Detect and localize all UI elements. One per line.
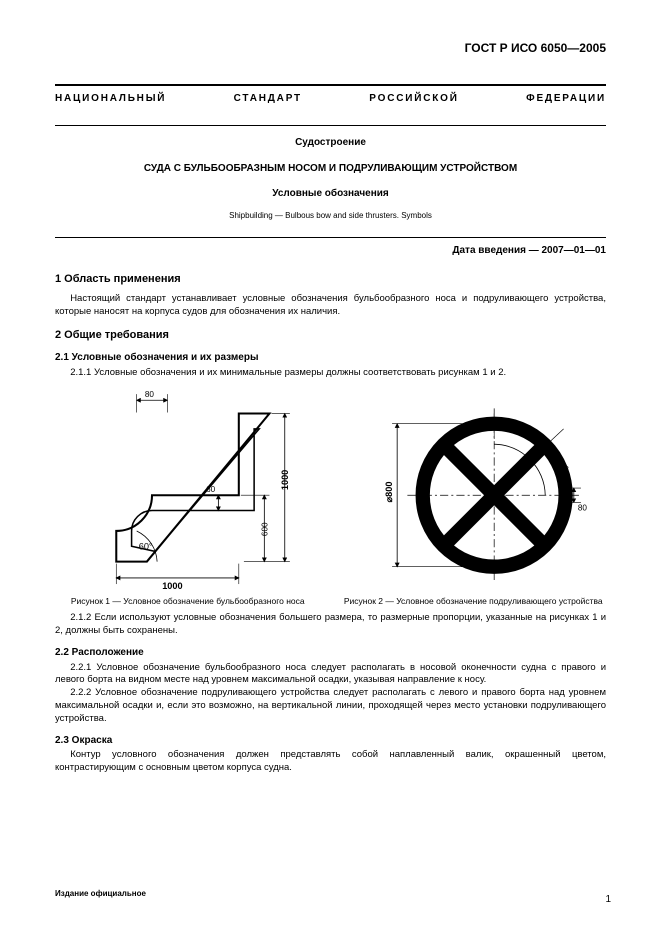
para-2-3: Контур условного обозначения должен пред… bbox=[55, 749, 606, 775]
fig2-dia: ⌀800 bbox=[384, 481, 394, 502]
fig1-band: 80 bbox=[145, 390, 155, 399]
title-main: СУДА С БУЛЬБООБРАЗНЫМ НОСОМ И ПОДРУЛИВАЮ… bbox=[55, 162, 606, 176]
subsection-2-3: 2.3 Окраска bbox=[55, 734, 606, 748]
para-2-1-1: 2.1.1 Условные обозначения и их минималь… bbox=[55, 367, 606, 380]
section-1-heading: 1 Область применения bbox=[55, 272, 606, 287]
standard-page: ГОСТ Р ИСО 6050—2005 НАЦИОНАЛЬНЫЙ СТАНДА… bbox=[0, 0, 661, 936]
subtitle: Условные обозначения bbox=[55, 187, 606, 201]
figure-1-svg: 60° 80 60 1000 1000 bbox=[55, 388, 321, 592]
para-2-1-2: 2.1.2 Если используют условные обозначен… bbox=[55, 612, 606, 638]
fig2-angle1: 45° bbox=[504, 422, 518, 432]
date-introduced: Дата введения — 2007—01—01 bbox=[55, 244, 606, 258]
para-2-2-1: 2.2.1 Условное обозначение бульбообразно… bbox=[55, 662, 606, 688]
domain-line: Судостроение bbox=[55, 136, 606, 150]
document-id: ГОСТ Р ИСО 6050—2005 bbox=[55, 40, 606, 56]
figure-1: 60° 80 60 1000 1000 bbox=[55, 388, 321, 607]
official-edition-note: Издание официальное bbox=[55, 889, 146, 900]
english-subtitle: Shipbuilding — Bulbous bow and side thru… bbox=[55, 211, 606, 222]
fig1-band2: 60 bbox=[206, 485, 216, 494]
subsection-2-1: 2.1 Условные обозначения и их размеры bbox=[55, 351, 606, 365]
page-number: 1 bbox=[605, 893, 611, 907]
figures-row: 60° 80 60 1000 1000 bbox=[55, 388, 606, 607]
header-band: НАЦИОНАЛЬНЫЙ СТАНДАРТ РОССИЙСКОЙ ФЕДЕРАЦ… bbox=[55, 92, 606, 119]
rule-top bbox=[55, 84, 606, 86]
figure-1-caption: Рисунок 1 — Условное обозначение бульбоо… bbox=[55, 596, 321, 607]
section-2-heading: 2 Общие требования bbox=[55, 328, 606, 343]
fig1-width: 1000 bbox=[162, 581, 182, 591]
subsection-2-2: 2.2 Расположение bbox=[55, 646, 606, 660]
fig1-angle: 60° bbox=[139, 541, 153, 551]
section-1-para: Настоящий стандарт устанавливает условны… bbox=[55, 293, 606, 319]
figure-2: ⌀800 80 45° 45° Рисунок 2 — Условное обо… bbox=[341, 388, 607, 607]
fig2-band: 80 bbox=[577, 503, 587, 512]
fig1-height: 1000 bbox=[280, 469, 290, 489]
figure-2-svg: ⌀800 80 45° 45° bbox=[341, 388, 607, 592]
rule-before-date bbox=[55, 237, 606, 238]
fig1-inner-h: 600 bbox=[260, 522, 269, 536]
rule-under-band bbox=[55, 125, 606, 126]
figure-2-caption: Рисунок 2 — Условное обозначение подрули… bbox=[341, 596, 607, 607]
para-2-2-2: 2.2.2 Условное обозначение подруливающег… bbox=[55, 687, 606, 725]
